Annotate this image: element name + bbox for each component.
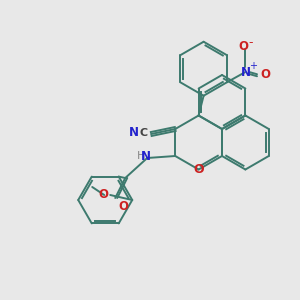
Text: O: O	[98, 188, 108, 200]
Text: N: N	[241, 66, 251, 79]
Text: O: O	[118, 200, 128, 212]
Text: H: H	[137, 151, 145, 161]
Text: O: O	[193, 163, 204, 176]
Text: +: +	[249, 61, 257, 71]
Text: O: O	[260, 68, 270, 81]
Text: N: N	[141, 149, 151, 163]
Text: C: C	[139, 128, 147, 138]
Text: N: N	[129, 127, 139, 140]
Text: O: O	[238, 40, 248, 53]
Text: -: -	[249, 36, 253, 49]
